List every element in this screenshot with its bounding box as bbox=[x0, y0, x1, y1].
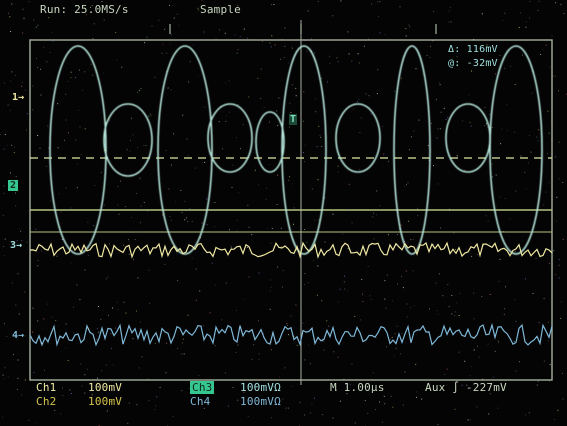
cursor-position-readout: @: -32mV bbox=[448, 58, 498, 69]
ch2-scale: 100mV bbox=[88, 395, 123, 408]
ch2-reference-marker[interactable]: 2 bbox=[8, 180, 19, 191]
ch4-ground-marker[interactable]: 4→ bbox=[12, 330, 25, 341]
acquisition-rate: Run: 25.0MS/s bbox=[40, 3, 129, 16]
ch3-scale: 100mVΩ bbox=[240, 381, 281, 394]
trigger-readout: Aux ∫ -227mV bbox=[425, 381, 507, 394]
top-ticks bbox=[169, 24, 437, 34]
ch1-scale: 100mV bbox=[88, 381, 123, 394]
ch4-trace bbox=[29, 322, 553, 347]
ch2-label: Ch2 bbox=[36, 395, 57, 408]
ch1-label: Ch1 bbox=[36, 381, 57, 394]
ch3-ground-marker[interactable]: 3→ bbox=[10, 240, 23, 251]
ch1-trace bbox=[29, 241, 553, 259]
graticule bbox=[29, 20, 553, 385]
ch1-ground-marker[interactable]: 1→ bbox=[12, 92, 25, 103]
ch4-scale: 100mVΩ bbox=[240, 395, 281, 408]
ch4-label: Ch4 bbox=[190, 395, 211, 408]
cursor-delta-readout: Δ: 116mV bbox=[448, 44, 498, 55]
ch3-label: Ch3 bbox=[190, 381, 215, 394]
acquisition-mode: Sample bbox=[200, 3, 241, 16]
trigger-level-marker[interactable]: T bbox=[289, 114, 298, 125]
ch3-eye-traces bbox=[49, 45, 543, 255]
timebase-readout: M 1.00μs bbox=[330, 381, 385, 394]
